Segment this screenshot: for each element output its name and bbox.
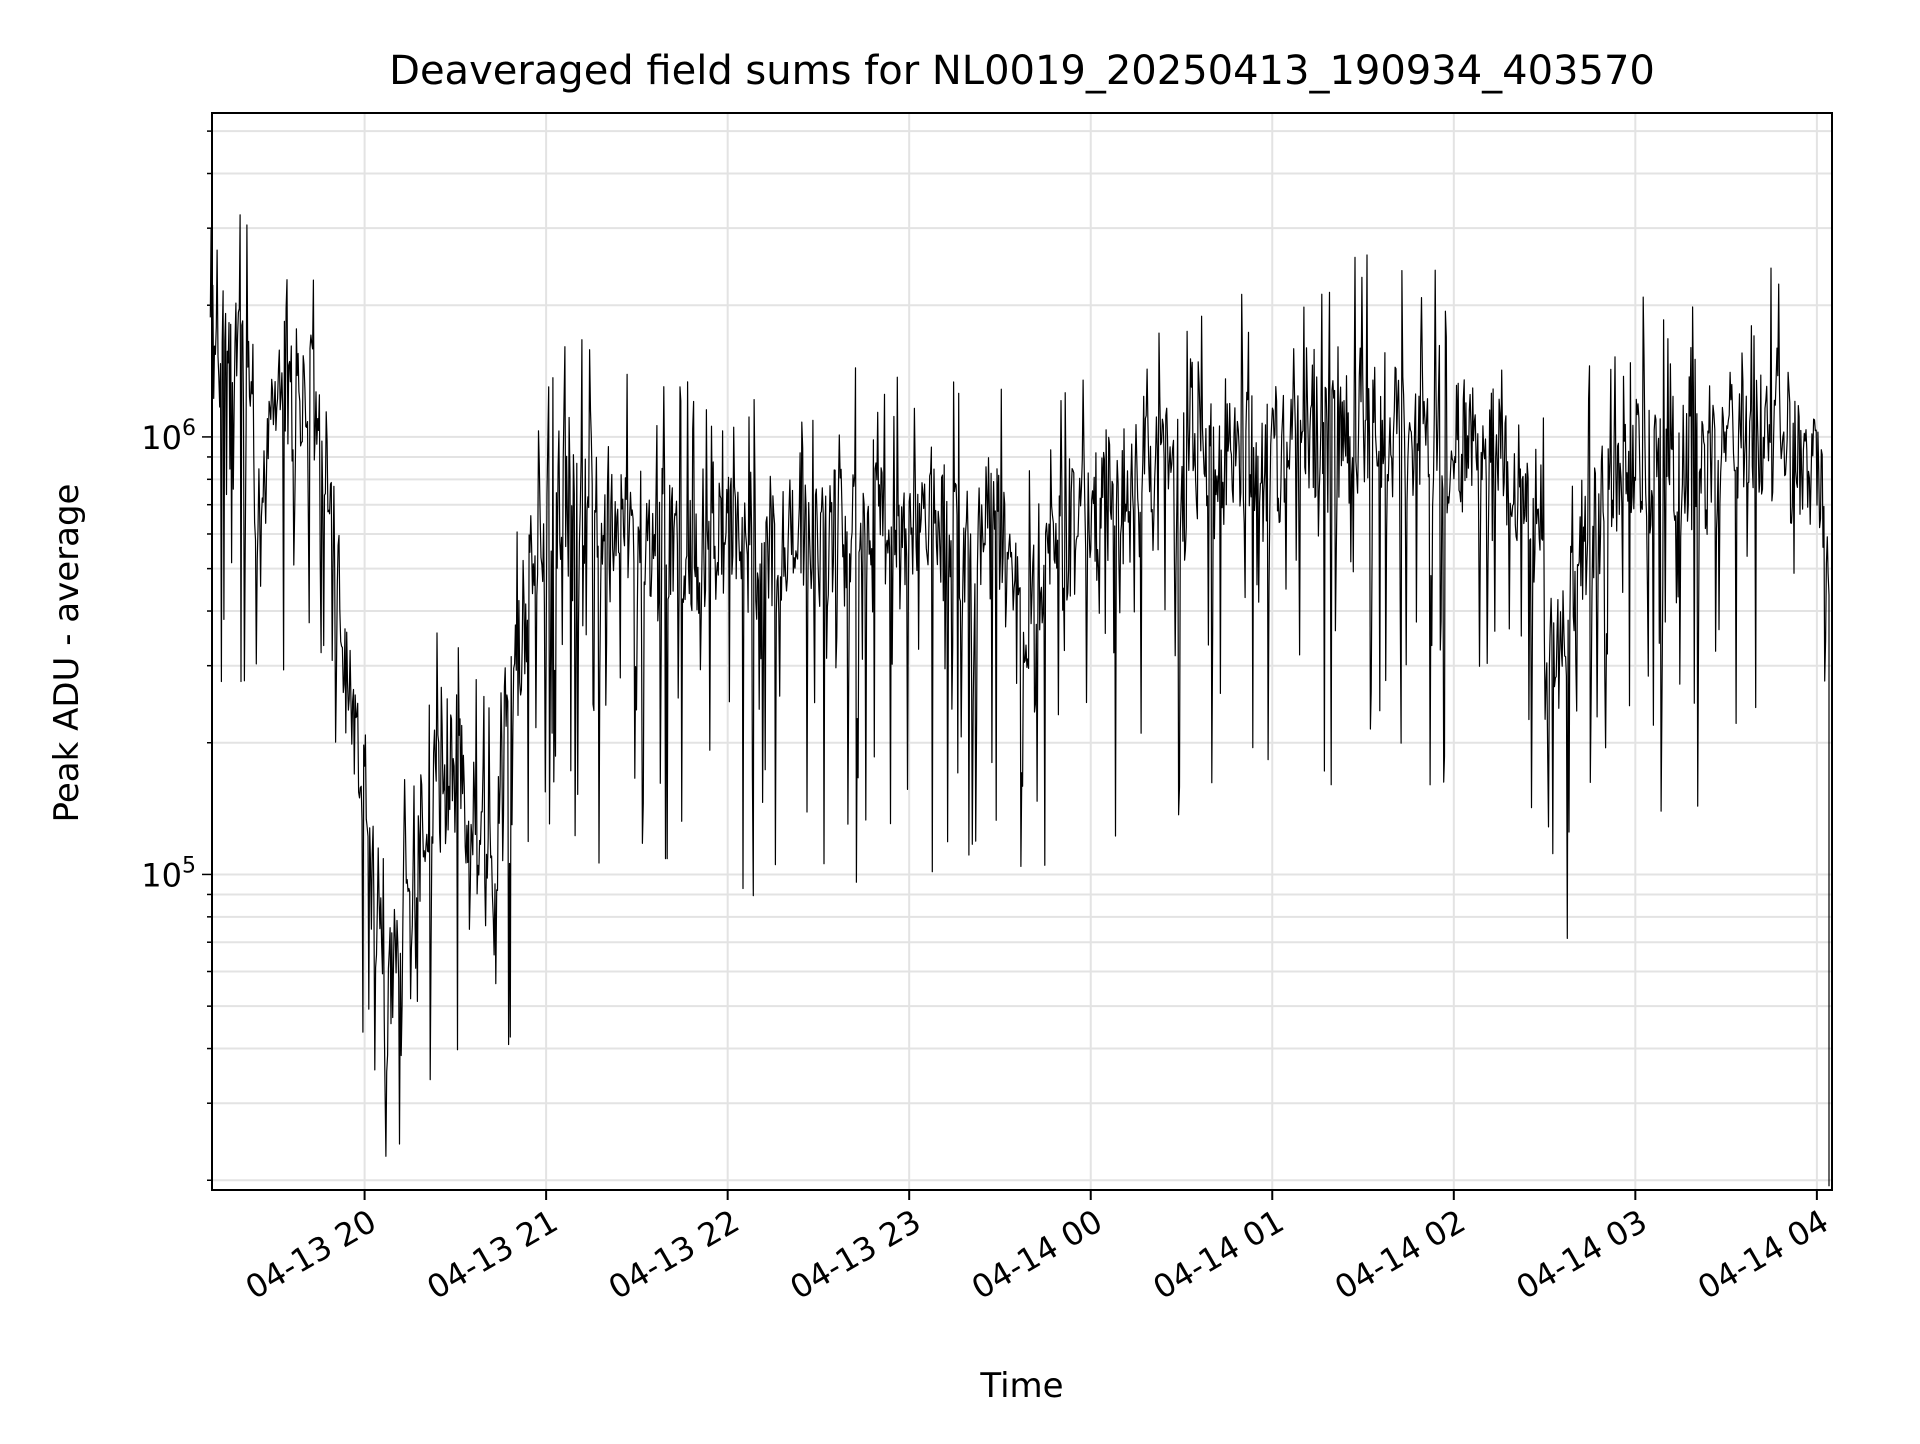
y-tick-label: 105 [141, 853, 196, 894]
y-axis-label: Peak ADU - average [47, 484, 87, 823]
series-line [209, 214, 1830, 1187]
series-layer [209, 214, 1830, 1187]
y-tick-label: 106 [141, 416, 196, 457]
chart-title: Deaveraged field sums for NL0019_2025041… [389, 48, 1655, 94]
plot-frame [211, 112, 1833, 1191]
x-axis-label: Time [979, 1366, 1063, 1406]
